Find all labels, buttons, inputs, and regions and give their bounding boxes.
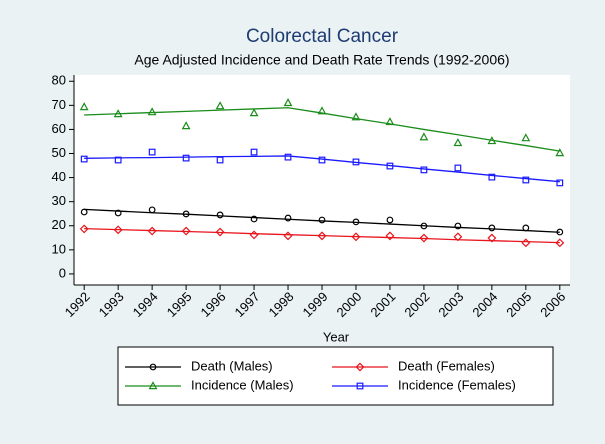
fit-line [84,107,560,152]
marker [284,214,292,222]
marker [556,179,564,187]
marker [385,231,395,241]
marker [249,230,259,240]
marker [453,138,463,147]
marker [419,233,429,243]
marker [522,176,530,184]
marker [352,218,360,226]
fit-line [84,208,560,233]
marker [454,164,462,172]
marker [148,206,156,214]
marker [148,148,156,156]
legend-label: Death (Females) [398,358,495,373]
marker [215,101,225,110]
marker [113,109,123,118]
marker [454,222,462,230]
legend-label: Incidence (Females) [398,377,516,392]
marker [355,362,365,372]
marker [386,162,394,170]
marker [555,238,565,248]
marker [521,133,531,142]
marker [386,216,394,224]
fit-line [84,227,560,244]
marker [250,215,258,223]
marker [215,227,225,237]
marker [182,154,190,162]
marker [488,224,496,232]
marker [487,136,497,145]
marker [419,132,429,141]
marker [522,224,530,232]
marker [114,209,122,217]
marker [114,156,122,164]
marker [113,225,123,235]
marker [216,211,224,219]
marker [148,381,158,390]
y-tick-label: 10 [52,241,66,256]
marker [216,156,224,164]
plot-area [74,75,570,285]
marker [80,208,88,216]
marker [521,238,531,248]
marker [182,210,190,218]
marker [80,155,88,163]
marker [249,108,259,117]
x-axis-label: Year [323,329,350,344]
marker [318,216,326,224]
fit-line [84,155,560,183]
legend-label: Death (Males) [191,358,273,373]
chart-subtitle: Age Adjusted Incidence and Death Rate Tr… [134,52,509,68]
marker [318,156,326,164]
y-tick-label: 50 [52,145,66,160]
marker [317,106,327,115]
marker [420,166,428,174]
marker [351,112,361,121]
marker [356,382,364,390]
marker [284,153,292,161]
y-tick-label: 60 [52,121,66,136]
legend [117,346,554,406]
y-tick-label: 80 [52,73,66,88]
y-tick-label: 40 [52,169,66,184]
marker [351,232,361,242]
marker [555,148,565,157]
marker [487,233,497,243]
marker [147,107,157,116]
y-tick-label: 0 [59,265,66,280]
marker [453,232,463,242]
marker [79,224,89,234]
marker [352,158,360,166]
marker [79,102,89,111]
chart-title: Colorectal Cancer [246,26,399,47]
y-tick-label: 20 [52,217,66,232]
y-tick-label: 30 [52,193,66,208]
marker [385,117,395,126]
marker [556,228,564,236]
marker [250,148,258,156]
marker [181,226,191,236]
marker [283,98,293,107]
marker [181,121,191,130]
marker [283,231,293,241]
marker [317,231,327,241]
y-tick-label: 70 [52,97,66,112]
legend-label: Incidence (Males) [191,377,294,392]
marker [149,363,157,371]
marker [147,226,157,236]
marker [488,173,496,181]
marker [420,222,428,230]
